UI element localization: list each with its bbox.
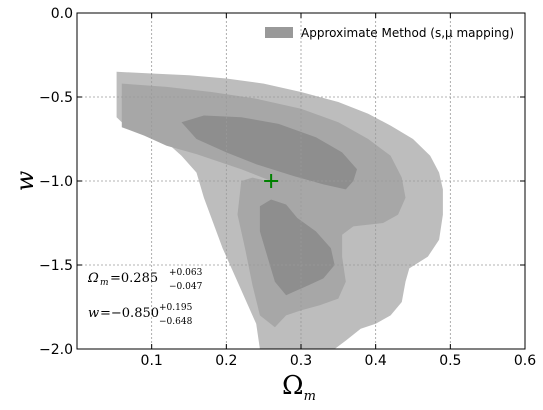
w-value-upper: +0.195 <box>159 303 193 313</box>
y-tick-label: −1.5 <box>39 258 73 274</box>
y-tick-label: −2.0 <box>39 342 73 358</box>
omega-m-value-symbol: Ω <box>87 271 99 286</box>
contour-inner-upper <box>181 115 357 190</box>
grid-lines <box>77 13 525 349</box>
y-tick-label: −0.5 <box>39 90 73 106</box>
omega-m-value-value: =0.285 <box>110 271 158 286</box>
x-axis-label: Ωm <box>282 371 316 404</box>
x-tick-label: 0.5 <box>439 353 461 369</box>
legend-label: Approximate Method (s,μ mapping) <box>301 26 514 40</box>
y-tick-label: 0.0 <box>51 6 73 22</box>
legend: Approximate Method (s,μ mapping) <box>265 26 514 40</box>
x-tick-label: 0.6 <box>514 353 536 369</box>
w-value-value: =−0.850 <box>100 306 159 321</box>
omega-m-value-subscript: m <box>100 278 109 288</box>
contour-inner-lower <box>259 199 335 296</box>
x-tick-label: 0.4 <box>365 353 387 369</box>
x-tick-label: 0.2 <box>215 353 237 369</box>
x-tick-label: 0.1 <box>141 353 163 369</box>
w-value-symbol: w <box>88 306 99 321</box>
x-tick-label: 0.3 <box>290 353 312 369</box>
x-axis-label-text: Ωm <box>282 371 316 404</box>
y-tick-label: −1.0 <box>39 174 73 190</box>
omega-m-value-lower: −0.047 <box>169 282 203 292</box>
legend-swatch <box>265 27 293 38</box>
omega-m-value-upper: +0.063 <box>169 268 203 278</box>
w-value: w =−0.850 +0.195 −0.648 <box>88 303 193 327</box>
contour-regions <box>116 71 443 350</box>
y-axis-label-text: w <box>11 170 39 191</box>
axis-ticks: 0.1 0.2 0.3 0.4 0.5 0.6 0.0 −0.5 −1.0 −1.5 −2.0 <box>39 6 536 369</box>
w-value-lower: −0.648 <box>159 317 193 327</box>
best-fit-marker <box>264 174 279 188</box>
x-axis-label-subscript: m <box>304 389 316 404</box>
y-axis-label: w <box>11 170 39 191</box>
